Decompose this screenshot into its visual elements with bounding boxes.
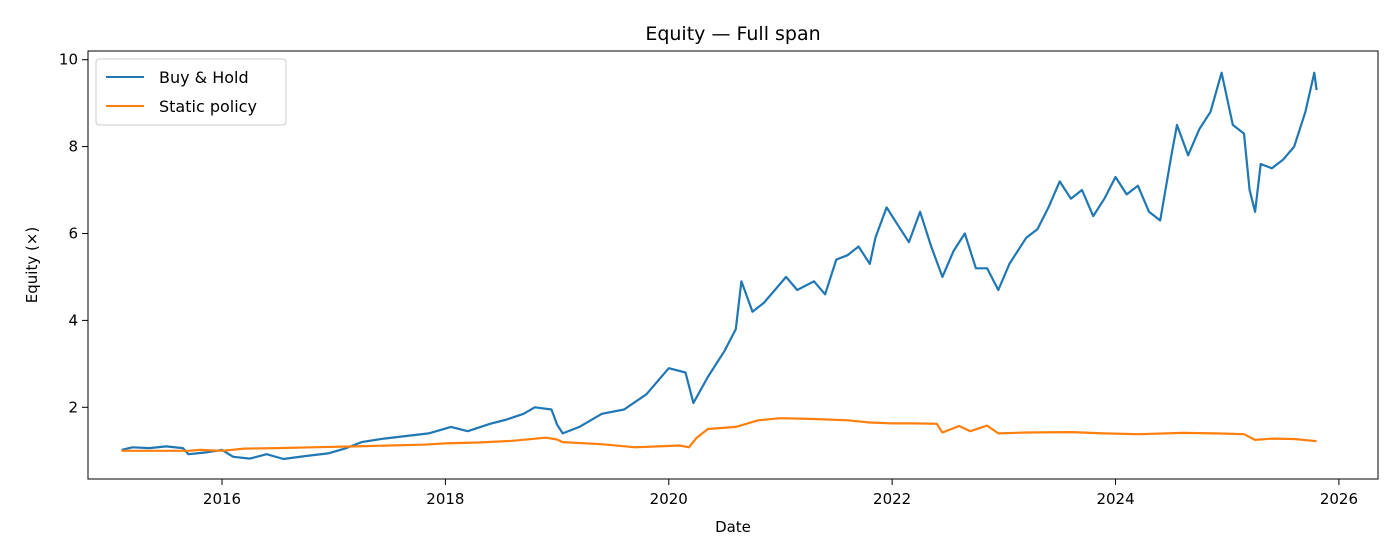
y-axis-label: Equity (×)	[23, 227, 41, 303]
chart-title: Equity — Full span	[645, 23, 820, 45]
legend-label-static-policy: Static policy	[159, 97, 257, 116]
plot-lines	[121, 71, 1318, 461]
x-tick-label: 2020	[650, 490, 688, 508]
y-tick-label: 8	[68, 138, 78, 156]
x-tick-label: 2018	[426, 490, 464, 508]
x-tick-label: 2026	[1320, 490, 1358, 508]
x-axis: 2016 2018 2020 2022 2024 2026	[203, 479, 1358, 508]
legend: Buy & Hold Static policy	[95, 58, 287, 126]
y-tick-label: 10	[59, 51, 78, 69]
x-tick-label: 2016	[203, 490, 241, 508]
x-tick-label: 2022	[873, 490, 911, 508]
y-axis: 2 4 6 8 10	[59, 51, 88, 416]
x-axis-label: Date	[715, 518, 751, 536]
legend-label-buy-hold: Buy & Hold	[159, 68, 249, 87]
y-tick-label: 6	[68, 224, 78, 242]
plot-frame	[87, 50, 1379, 480]
y-tick-label: 4	[68, 311, 78, 329]
legend-box	[95, 58, 287, 126]
series-line-buy-hold	[121, 71, 1318, 461]
series-line-static-policy	[121, 417, 1317, 452]
y-tick-label: 2	[68, 398, 78, 416]
x-tick-label: 2024	[1096, 490, 1134, 508]
